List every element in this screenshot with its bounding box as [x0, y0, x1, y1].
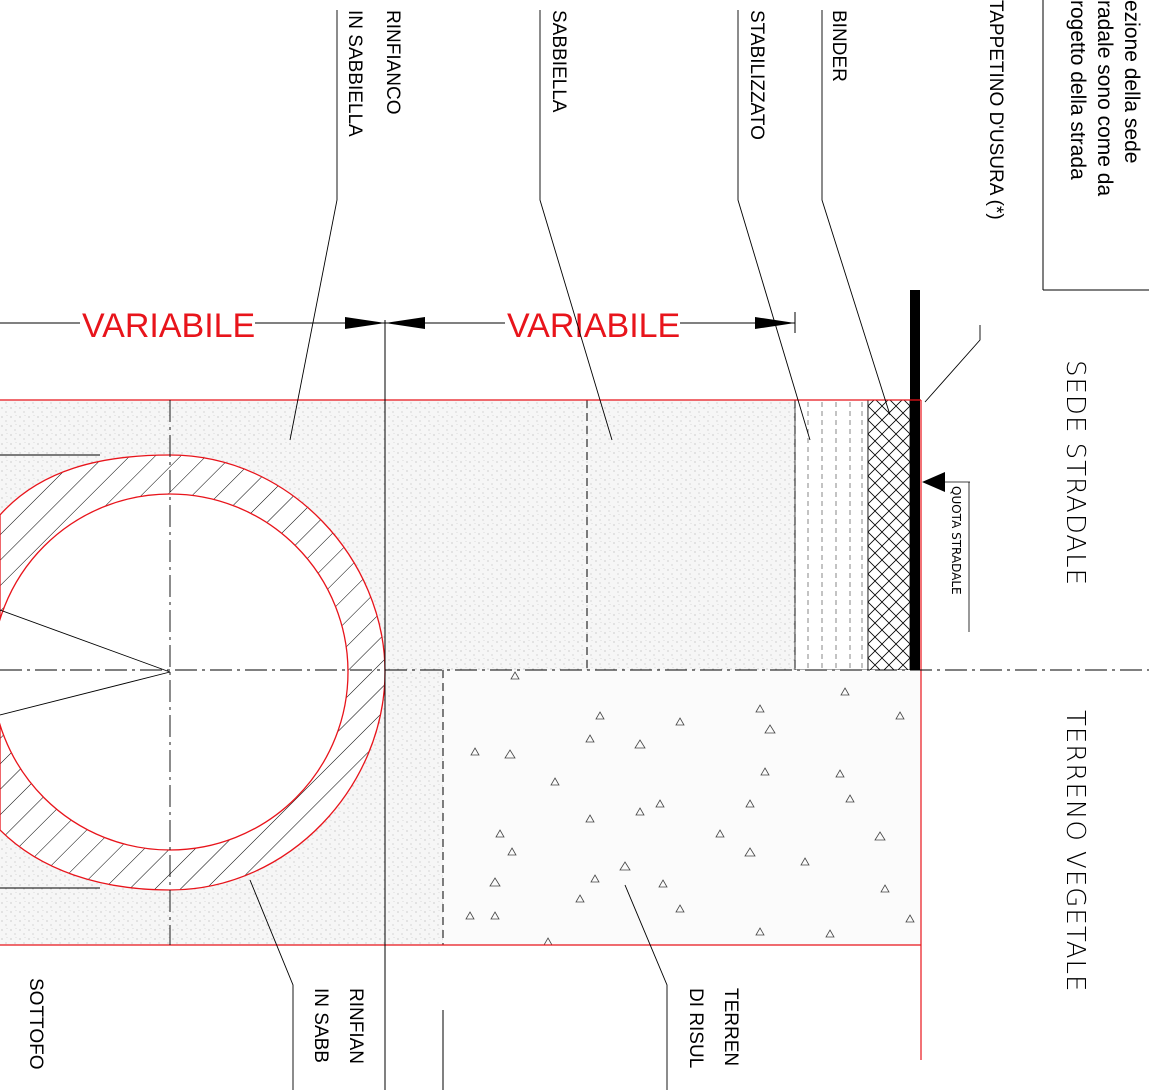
note-line-3: rogetto della strada: [1066, 0, 1089, 180]
tappetino-label: TAPPETINO D'USURA (*): [985, 0, 1006, 220]
quota-stradale-label: QUOTA STRADALE: [949, 486, 963, 595]
sottofondo-label: SOTTOFO: [25, 978, 46, 1069]
axis-lines: [0, 320, 1149, 1090]
sabbiella-label: SABBIELLA: [548, 10, 569, 113]
layer-callouts-bottom: TERREN DI RISUL RINFIAN IN SABB SOTTOFO: [25, 879, 741, 1090]
note-line-2: radale sono come da: [1093, 0, 1116, 196]
rinfianco-top-label-2: IN SABBIELLA: [344, 10, 365, 137]
binder-label: BINDER: [828, 10, 849, 82]
terreno-vegetale-label: TERRENO VEGETALE: [1060, 710, 1090, 992]
rinfianco-bottom-label-1: RINFIAN: [345, 988, 366, 1064]
stabilizzato-layer: [794, 399, 869, 671]
note-box: ezione della sede radale sono come da ro…: [1042, 0, 1149, 291]
note-line-1: ezione della sede: [1120, 0, 1143, 163]
trench-outline: [0, 399, 922, 1060]
rinfianco-top-label-1: RINFIANCO: [382, 10, 403, 115]
dimension-label-left: VARIABILE: [82, 307, 255, 345]
dimension-line: VARIABILE VARIABILE: [0, 300, 796, 345]
terreno-label-1: TERREN: [720, 988, 741, 1066]
terreno-label-2: DI RISUL: [685, 988, 706, 1068]
layer-callouts-top: TAPPETINO D'USURA (*) BINDER STABILIZZAT…: [289, 0, 1006, 441]
quota-stradale-marker: QUOTA STRADALE: [922, 472, 970, 632]
rinfianco-bottom-label-2: IN SABB: [310, 988, 331, 1063]
sede-stradale-label: SEDE STRADALE: [1060, 360, 1090, 586]
terreno-fill: [443, 670, 921, 945]
stabilizzato-label: STABILIZZATO: [746, 10, 767, 140]
dimension-label-right: VARIABILE: [507, 307, 680, 345]
pipe: [0, 454, 386, 891]
binder-layer: [867, 399, 911, 671]
tappetino-layer: [910, 290, 920, 670]
